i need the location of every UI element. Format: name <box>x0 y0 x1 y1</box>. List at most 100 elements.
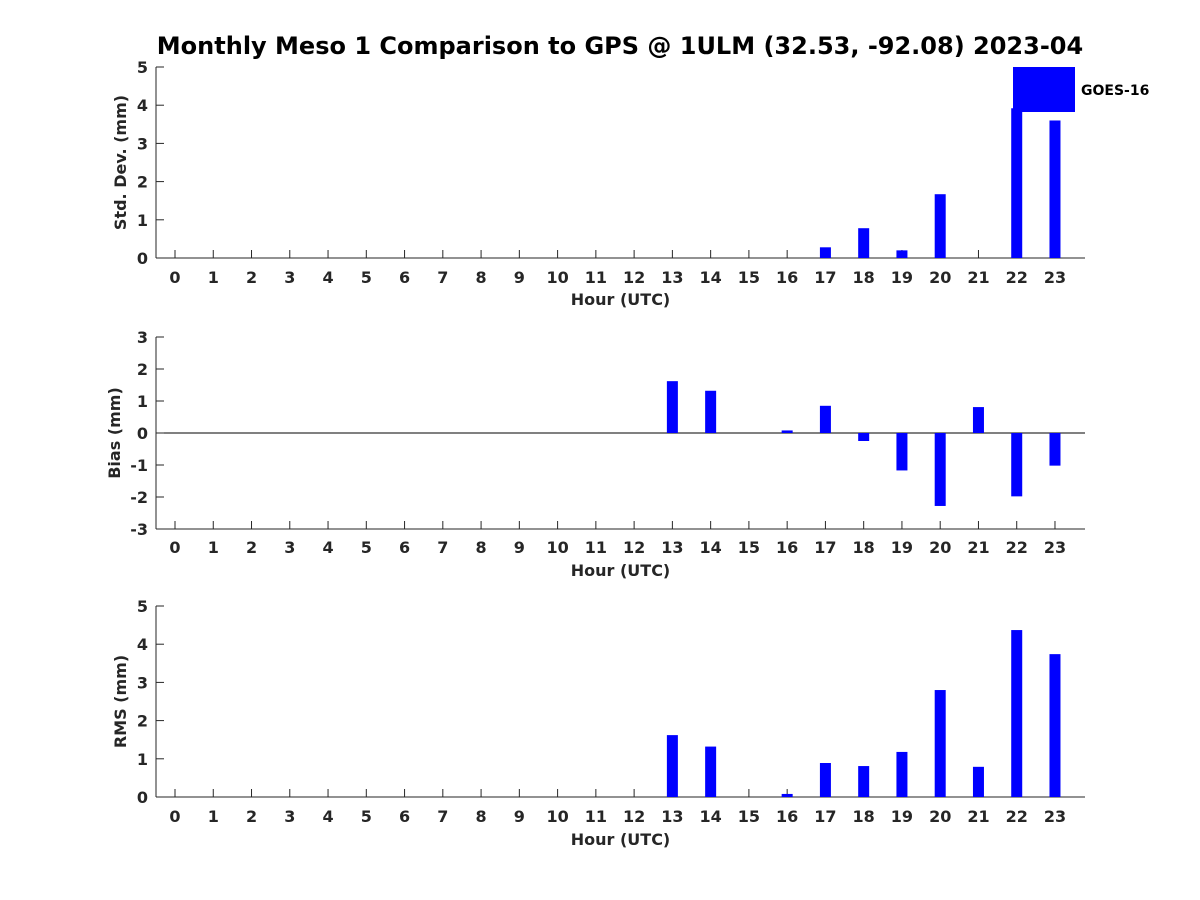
stddev-y-axis-label: Std. Dev. (mm) <box>111 95 130 230</box>
bias-x-tick-label: 1 <box>208 538 219 557</box>
bias-x-tick-label: 5 <box>361 538 372 557</box>
stddev-y-tick-label: 1 <box>137 211 148 230</box>
bias-bar <box>705 390 717 433</box>
bias-bar <box>934 433 946 506</box>
rms-x-tick-label: 4 <box>322 807 333 826</box>
bias-bar <box>1049 433 1061 466</box>
rms-x-tick-label: 23 <box>1044 807 1066 826</box>
rms-bar <box>896 751 908 797</box>
bias-y-tick-label: -2 <box>130 488 148 507</box>
rms-x-tick-label: 22 <box>1006 807 1028 826</box>
rms-bar <box>972 766 984 797</box>
bias-x-tick-label: 2 <box>246 538 257 557</box>
bias-x-axis-label: Hour (UTC) <box>571 561 671 580</box>
stddev-x-tick-label: 0 <box>169 268 180 287</box>
rms-x-tick-label: 3 <box>284 807 295 826</box>
bias-bar <box>666 381 678 433</box>
bias-bar <box>896 433 908 471</box>
stddev-x-tick-label: 4 <box>322 268 333 287</box>
bias-bar <box>1011 433 1023 497</box>
stddev-x-tick-label: 22 <box>1006 268 1028 287</box>
bias-y-axis-label: Bias (mm) <box>105 387 124 479</box>
rms-y-tick-label: 2 <box>137 712 148 731</box>
bias-x-tick-label: 19 <box>891 538 913 557</box>
rms-x-tick-label: 17 <box>814 807 836 826</box>
legend-swatch <box>1013 67 1075 112</box>
bias-y-tick-label: -1 <box>130 456 148 475</box>
stddev-x-tick-label: 16 <box>776 268 798 287</box>
rms-bar <box>1049 654 1061 797</box>
rms-x-tick-label: 5 <box>361 807 372 826</box>
bias-x-tick-label: 8 <box>476 538 487 557</box>
rms-bar <box>781 793 793 797</box>
stddev-y-tick-label: 3 <box>137 134 148 153</box>
rms-y-tick-label: 0 <box>137 788 148 807</box>
stddev-x-tick-label: 12 <box>623 268 645 287</box>
stddev-x-tick-label: 14 <box>700 268 722 287</box>
rms-y-axis-label: RMS (mm) <box>111 655 130 748</box>
rms-bar <box>934 690 946 797</box>
rms-bar <box>666 735 678 797</box>
bias-x-tick-label: 4 <box>322 538 333 557</box>
bias-y-tick-label: 0 <box>137 424 148 443</box>
bias-bar <box>858 433 870 441</box>
bias-x-tick-label: 22 <box>1006 538 1028 557</box>
bias-x-tick-label: 0 <box>169 538 180 557</box>
bias-x-tick-label: 18 <box>853 538 875 557</box>
rms-x-tick-label: 16 <box>776 807 798 826</box>
rms-x-tick-label: 15 <box>738 807 760 826</box>
stddev-bar <box>858 228 870 258</box>
stddev-bar <box>896 250 908 258</box>
rms-bar <box>1011 630 1023 797</box>
rms-bar <box>858 766 870 797</box>
rms-x-tick-label: 19 <box>891 807 913 826</box>
bias-bar <box>781 430 793 433</box>
bias-x-tick-label: 15 <box>738 538 760 557</box>
stddev-bar <box>1011 108 1023 258</box>
bias-x-tick-label: 12 <box>623 538 645 557</box>
rms-x-tick-label: 9 <box>514 807 525 826</box>
rms-x-tick-label: 8 <box>476 807 487 826</box>
stddev-y-tick-label: 5 <box>137 58 148 77</box>
stddev-x-tick-label: 6 <box>399 268 410 287</box>
rms-x-axis-label: Hour (UTC) <box>571 830 671 849</box>
bias-x-tick-label: 23 <box>1044 538 1066 557</box>
bias-y-tick-label: 2 <box>137 360 148 379</box>
stddev-x-tick-label: 10 <box>546 268 568 287</box>
stddev-x-tick-label: 19 <box>891 268 913 287</box>
rms-x-tick-label: 18 <box>853 807 875 826</box>
stddev-bar <box>819 247 831 258</box>
bias-x-tick-label: 3 <box>284 538 295 557</box>
bias-x-tick-label: 11 <box>585 538 607 557</box>
bias-x-tick-label: 7 <box>437 538 448 557</box>
bias-x-tick-label: 14 <box>700 538 722 557</box>
legend-label: GOES-16 <box>1081 83 1149 99</box>
rms-x-tick-label: 11 <box>585 807 607 826</box>
rms-bar <box>819 763 831 797</box>
bias-bar <box>819 405 831 433</box>
rms-x-tick-label: 14 <box>700 807 722 826</box>
stddev-x-tick-label: 9 <box>514 268 525 287</box>
legend: GOES-16 <box>1013 67 1149 112</box>
rms-x-tick-label: 21 <box>967 807 989 826</box>
rms-x-tick-label: 12 <box>623 807 645 826</box>
bias-x-tick-label: 13 <box>661 538 683 557</box>
stddev-y-tick-label: 0 <box>137 249 148 268</box>
rms-y-tick-label: 4 <box>137 635 148 654</box>
stddev-x-tick-label: 3 <box>284 268 295 287</box>
rms-x-tick-label: 20 <box>929 807 951 826</box>
bias-y-tick-label: -3 <box>130 520 148 539</box>
bias-y-tick-label: 3 <box>137 328 148 347</box>
stddev-x-tick-label: 11 <box>585 268 607 287</box>
stddev-x-tick-label: 1 <box>208 268 219 287</box>
stddev-y-tick-label: 2 <box>137 173 148 192</box>
stddev-x-tick-label: 5 <box>361 268 372 287</box>
stddev-y-tick-label: 4 <box>137 96 148 115</box>
stddev-x-tick-label: 18 <box>853 268 875 287</box>
stddev-x-tick-label: 21 <box>967 268 989 287</box>
stddev-bar <box>1049 120 1061 258</box>
bias-x-tick-label: 16 <box>776 538 798 557</box>
